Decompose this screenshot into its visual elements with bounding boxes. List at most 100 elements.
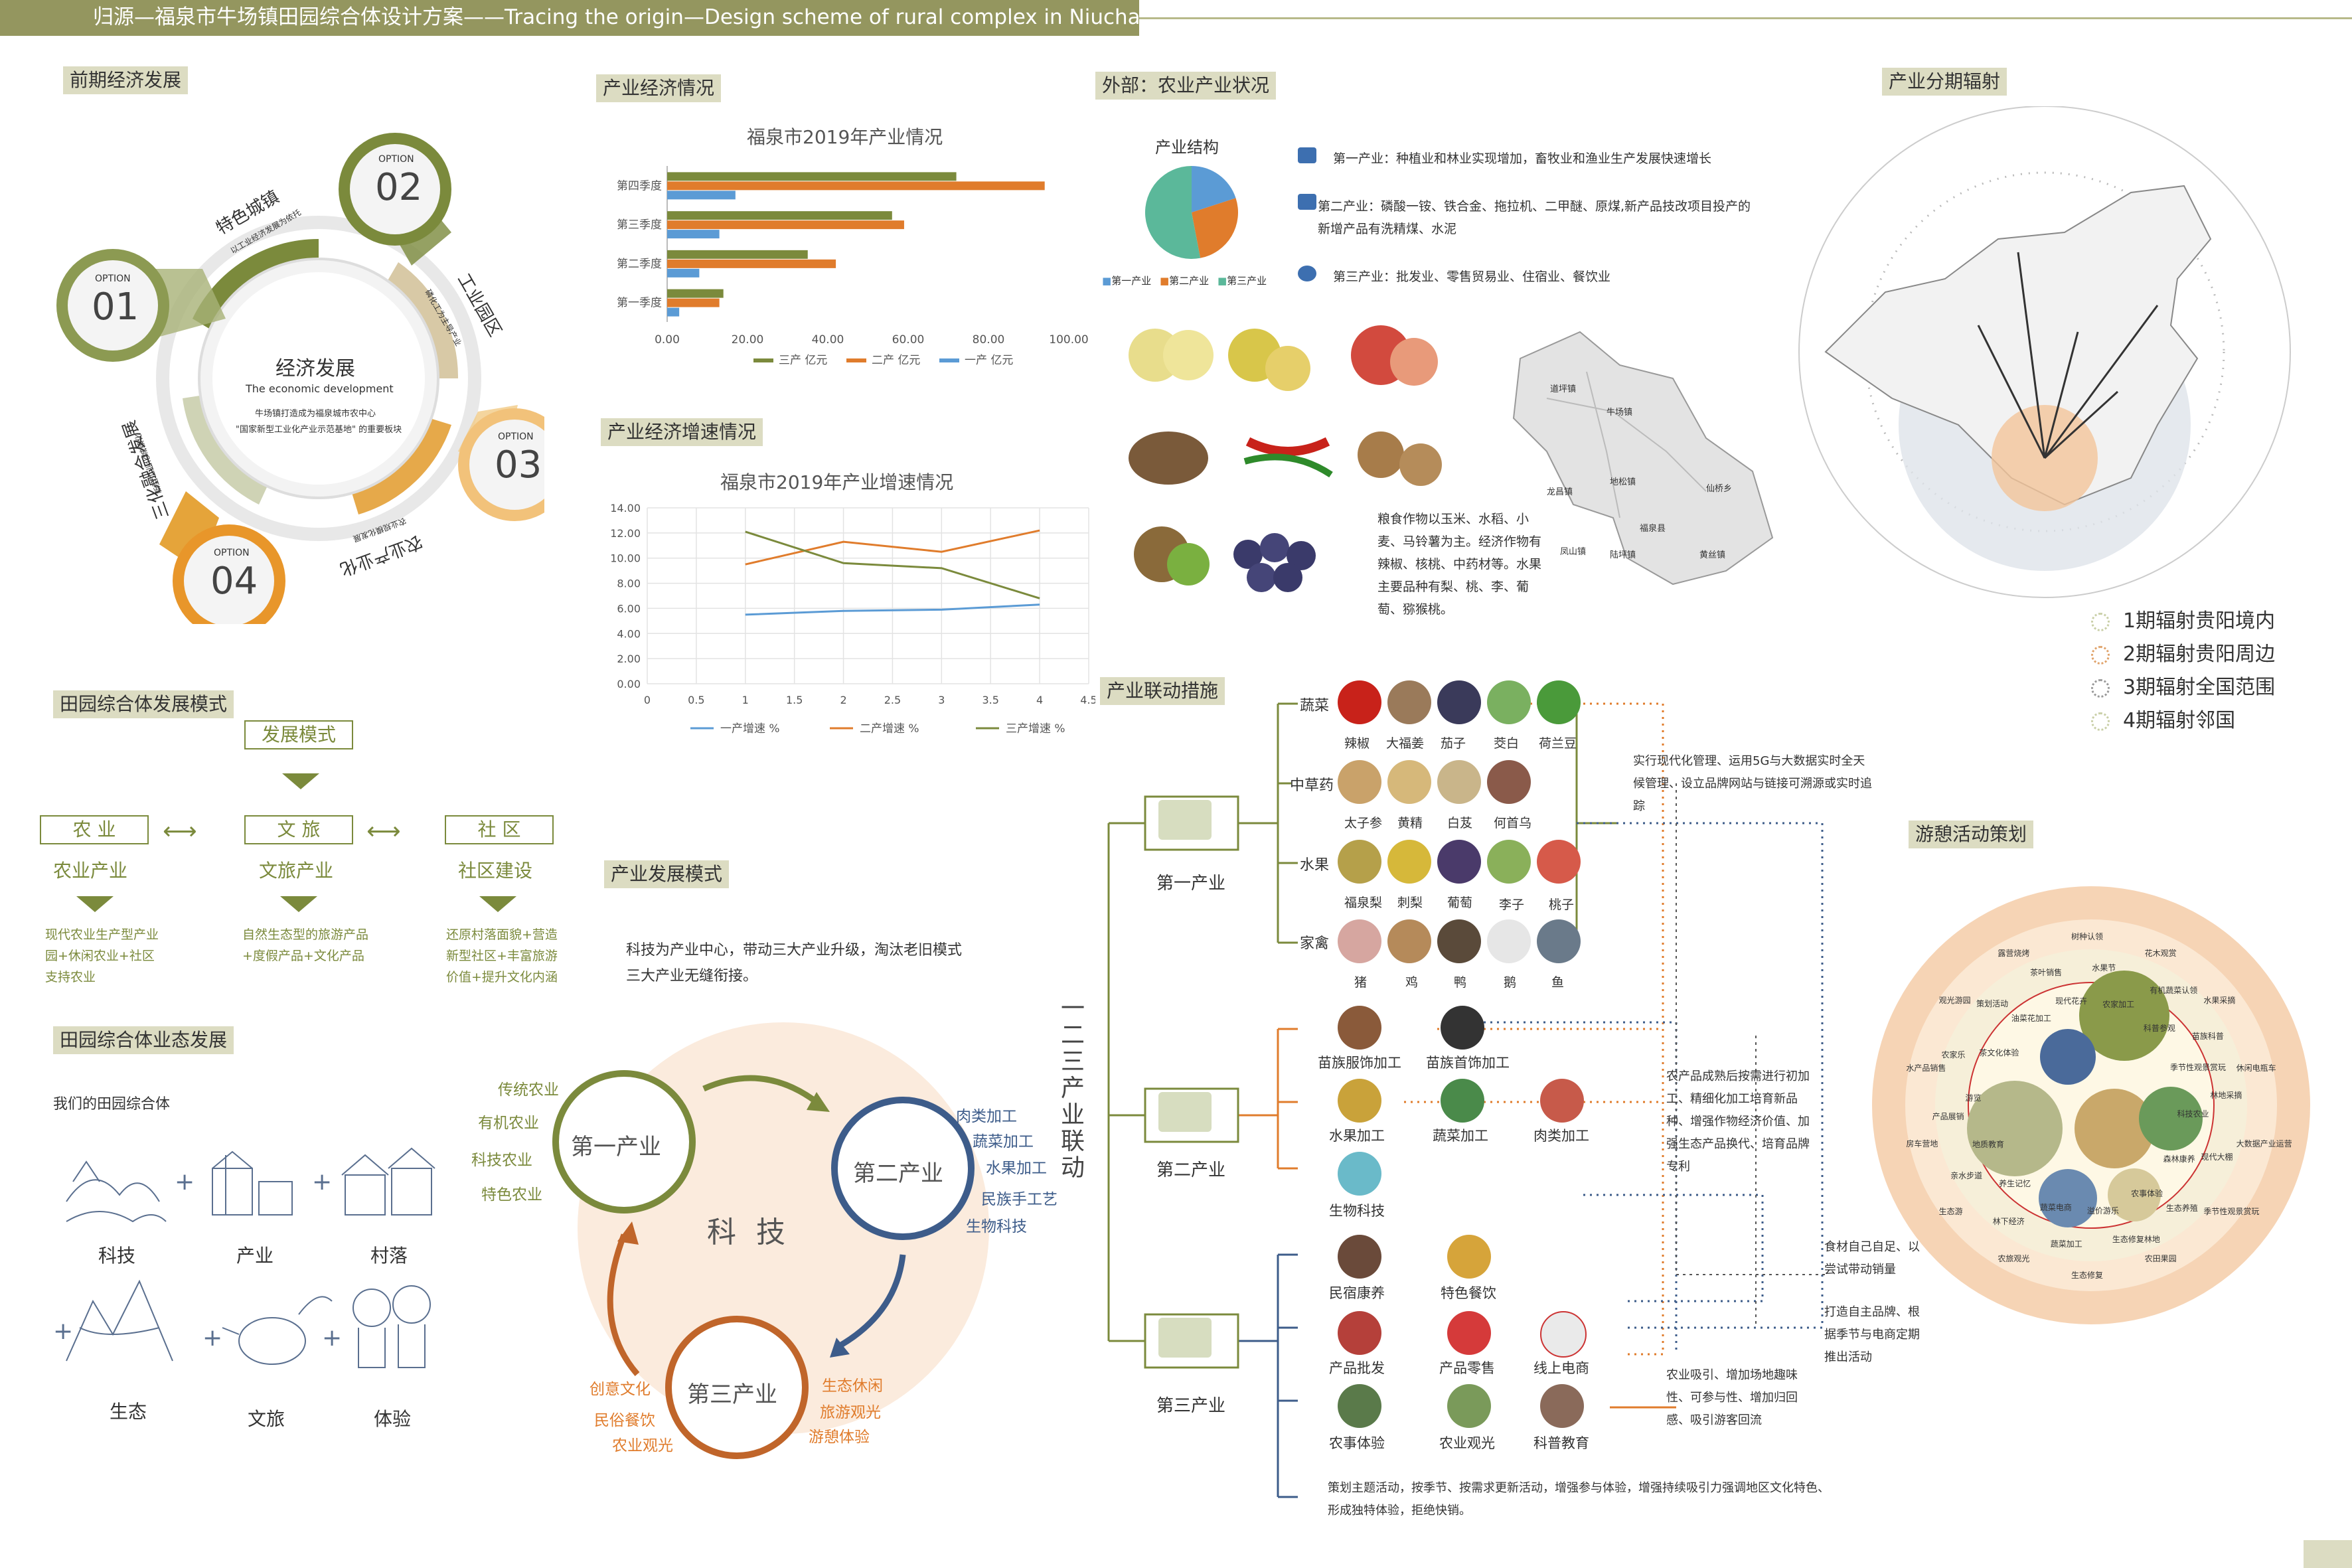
pie-legend-3: 第三产业 [1227,275,1267,287]
leisure-label: 科普参观 [2143,1023,2175,1033]
leisure-label: 森林康养 [2163,1154,2195,1164]
leisure-label: 油菜花加工 [2011,1013,2051,1023]
section-complex-mode: 田园综合体发展模式 [53,690,234,718]
leisure-label: 生态修复 [2071,1271,2104,1280]
leisure-label: 苗族科普 [2191,1032,2224,1041]
bar-xtick: 0.00 [655,333,680,347]
leisure-label: 季节性观景赏玩 [2169,1062,2226,1072]
produce-photo [1537,680,1581,724]
pear-photo [1129,329,1214,382]
tech-sketch [66,1160,167,1223]
bar-chart: 0.00 20.00 40.00 60.00 80.00 100.00 第一季度 第二季度 第三… [617,166,1089,367]
radiation-legend-3-text: 3期辐射全国范围 [2123,676,2276,699]
bar-category-label: 第三季度 [617,218,662,232]
poultry-5: 鱼 [1551,975,1565,990]
leisure-label: 现代花卉 [2055,996,2088,1006]
bar-legend-swatch [939,358,959,362]
fruit-5: 桃子 [1549,898,1575,912]
leisure-label: 生态修复林地 [2112,1234,2160,1244]
pie-chart [1145,166,1238,259]
veg-5: 荷兰豆 [1539,736,1577,751]
veg-4: 茭白 [1494,736,1520,751]
leisure-label: 有机蔬菜认领 [2150,986,2198,996]
produce-photos [1129,325,1442,592]
section-early-econ: 前期经济发展 [63,66,189,94]
section-linkage: 产业联动措施 [1100,677,1225,705]
second-item-5: 肉类加工 [1533,1128,1589,1144]
sightseeing-photo [1447,1384,1491,1428]
second-item-1: 苗族服饰加工 [1318,1055,1401,1071]
third-item-1: 民宿康养 [1329,1285,1385,1301]
third-item-2: 特色餐饮 [1441,1285,1496,1301]
miao-jewelry-photo [1441,1006,1484,1050]
leisure-label: 现代大棚 [2201,1152,2233,1162]
pie-slice [1192,198,1238,258]
radiation-legend-2-text: 2期辐射贵阳周边 [2123,643,2276,666]
line-ytick: 14.00 [610,502,641,514]
section-radiation: 产业分期辐射 [1882,68,2007,96]
leisure-label: 生态游 [1938,1206,1963,1216]
fruit-2: 刺梨 [1397,896,1423,910]
leisure-label: 农田果园 [2144,1253,2177,1263]
bar-xtick: 60.00 [892,333,925,347]
mode-arrow-down [479,896,516,912]
form-item-6: 体验 [374,1408,412,1430]
line-xtick: 0 [644,694,651,706]
bar-xtick: 40.00 [812,333,844,347]
building-icon [1298,194,1316,210]
plus-icon: + [322,1324,343,1352]
leisure-label: 地质教育 [1972,1140,2005,1150]
leisure-label: 大数据产业运营 [2236,1138,2292,1148]
chili-photo [1243,437,1333,478]
village-sketch [341,1147,435,1215]
line-xtick: 3 [938,694,945,706]
county-map [1512,331,1774,586]
produce-photo [1387,680,1431,724]
line-xtick: 3.5 [982,694,998,706]
title-rule [1139,17,2352,19]
leisure-label: 蔬菜加工 [2050,1239,2082,1249]
leisure-label: 农家乐 [1941,1050,1966,1060]
section-industry-growth: 产业经济增速情况 [601,418,763,446]
retail-photo [1447,1311,1491,1355]
line-ytick: 12.00 [610,527,641,540]
title-bar [0,0,1139,36]
line-chart: 0.00 2.00 4.00 6.00 8.00 10.00 12.00 14.00 0 0.5 1… [610,502,1095,736]
leisure-label: 水果采摘 [2203,996,2236,1005]
line-xtick: 2 [840,694,846,706]
radiation-legend-2: 2期辐射贵阳周边 [2091,637,2275,666]
walnut-photo [1358,431,1442,486]
legend-dot-icon [2091,678,2110,698]
miao-clothing-photo [1338,1006,1381,1050]
mode-top-box: 发展模式 [244,720,353,749]
double-arrow-icon: ⟷ [163,818,197,845]
yellow-fruit-photo [1228,329,1310,391]
meat-processing-photo [1540,1079,1584,1123]
ind-mode-center: 科 技 [707,1215,791,1249]
leisure-label: 策划活动 [1976,999,2009,1009]
third-item-3: 产品批发 [1329,1360,1385,1376]
line-xtick: 4.5 [1080,694,1095,706]
plus-icon: + [53,1318,74,1345]
econ-center-title: 经济发展 [275,357,355,380]
poultry-1: 猪 [1354,975,1368,990]
leisure-label: 观光游园 [1938,996,1971,1005]
produce-photo [1338,680,1381,724]
ind-mode-p1: 第一产业 [571,1134,661,1160]
bar-legend-label: 二产 亿元 [872,354,920,367]
bar [667,172,957,181]
option-04-label: OPTION [214,548,250,558]
leisure-label: 季节性观景赏玩 [2203,1206,2260,1216]
bar-category-label: 第二季度 [617,258,662,271]
line-ytick: 0.00 [617,678,641,690]
radiation-legend-3: 3期辐射全国范围 [2091,670,2275,700]
mode-desc-1: 现代农业生产型产业园+休闲农业+社区支持农业 [45,927,159,984]
map-label-9: 凤山镇 [1560,547,1587,557]
leisure-label: 房车营地 [1906,1138,1938,1148]
radiation-map [1798,106,2291,598]
leisure-label: 露营烧烤 [1998,949,2030,959]
produce-photo [1537,840,1581,884]
leisure-label: 养生记忆 [1999,1179,2031,1189]
bar [667,220,904,230]
bar [667,211,892,220]
